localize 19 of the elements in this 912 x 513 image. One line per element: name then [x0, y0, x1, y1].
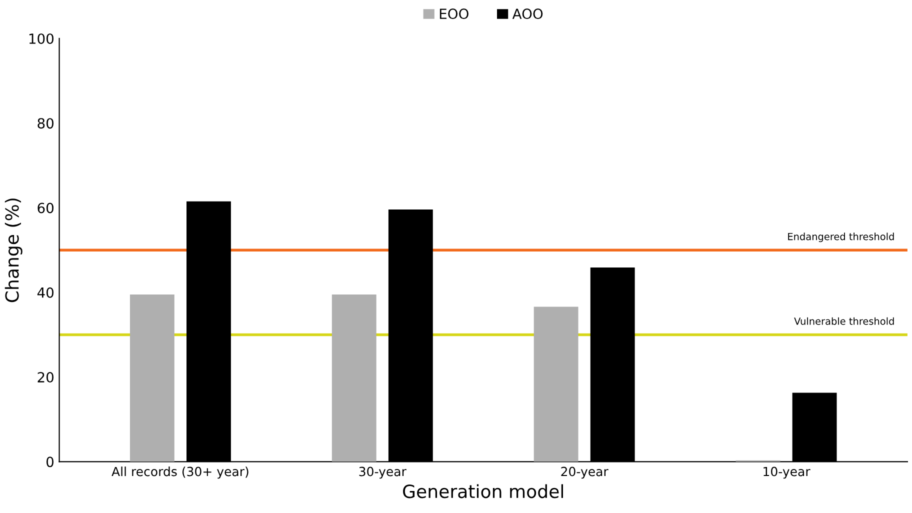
y-tick-label: 40: [37, 287, 54, 298]
y-axis-title: Change (%): [4, 198, 22, 302]
legend-label: AOO: [512, 8, 543, 20]
bar: [130, 294, 174, 462]
ref-line-label: Endangered threshold: [788, 232, 894, 242]
x-tick-label: 20-year: [561, 466, 608, 479]
y-tick-label: 100: [29, 33, 54, 44]
x-tick-label: All records (30+ year): [112, 466, 248, 479]
x-tick-label: 30-year: [359, 466, 406, 479]
y-tick-label: 20: [38, 372, 54, 383]
bar: [534, 306, 578, 462]
x-tick-label: 10-year: [764, 466, 810, 479]
y-tick-label: 80: [38, 118, 54, 129]
ref-line-label: Vulnerable threshold: [794, 317, 894, 325]
y-tick-label: 0: [46, 456, 54, 468]
x-axis-title: Generation model: [403, 484, 564, 498]
bar: [332, 294, 376, 462]
legend-label: EOO: [440, 8, 468, 20]
y-tick-label: 60: [38, 202, 54, 214]
